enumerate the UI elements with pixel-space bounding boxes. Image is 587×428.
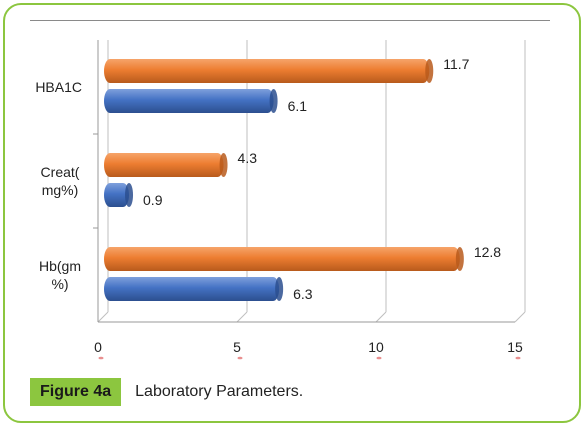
- bar-body: [104, 59, 430, 83]
- data-label: 0.9: [143, 192, 163, 208]
- data-label: 6.1: [288, 98, 308, 114]
- x-tick-label: 0: [94, 339, 102, 355]
- bar-cap: [455, 247, 464, 271]
- bar-series1: [104, 247, 464, 271]
- gridline-floor: [514, 311, 526, 323]
- bar-series2: [104, 89, 278, 113]
- category-label: HBA1C: [35, 79, 82, 95]
- bar-series2: [104, 277, 284, 301]
- tick-marker: [98, 356, 104, 360]
- category-label: Creat(mg%): [41, 164, 80, 198]
- figure-caption: Figure 4a Laboratory Parameters.: [30, 376, 303, 408]
- data-label: 6.3: [293, 286, 313, 302]
- bar-body: [104, 183, 130, 207]
- header-divider: [30, 20, 550, 21]
- bar-body: [104, 247, 460, 271]
- tick-marker: [237, 356, 243, 360]
- bar-cap: [425, 59, 434, 83]
- bar-series1: [104, 59, 434, 83]
- bar-cap: [269, 89, 278, 113]
- bar-body: [104, 153, 224, 177]
- figure-label: Figure 4a: [30, 378, 122, 406]
- bar-cap: [125, 183, 134, 207]
- category-label: Hb(gm%): [39, 258, 81, 292]
- bar-series2: [104, 183, 134, 207]
- bar-series1: [104, 153, 228, 177]
- x-tick-label: 10: [368, 339, 384, 355]
- x-tick-label: 5: [233, 339, 241, 355]
- gridline-floor: [236, 311, 248, 323]
- bar-body: [104, 89, 274, 113]
- tick-marker: [515, 356, 521, 360]
- gridline-floor: [375, 311, 387, 323]
- x-tick-label: 15: [507, 339, 523, 355]
- bar-body: [104, 277, 280, 301]
- gridline-floor: [97, 311, 109, 323]
- bar-cap: [275, 277, 284, 301]
- bar-cap: [219, 153, 228, 177]
- data-label: 11.7: [443, 56, 469, 72]
- data-label: 4.3: [238, 150, 258, 166]
- figure-caption-text: Laboratory Parameters.: [135, 383, 304, 400]
- data-label: 12.8: [474, 244, 501, 260]
- tick-marker: [376, 356, 382, 360]
